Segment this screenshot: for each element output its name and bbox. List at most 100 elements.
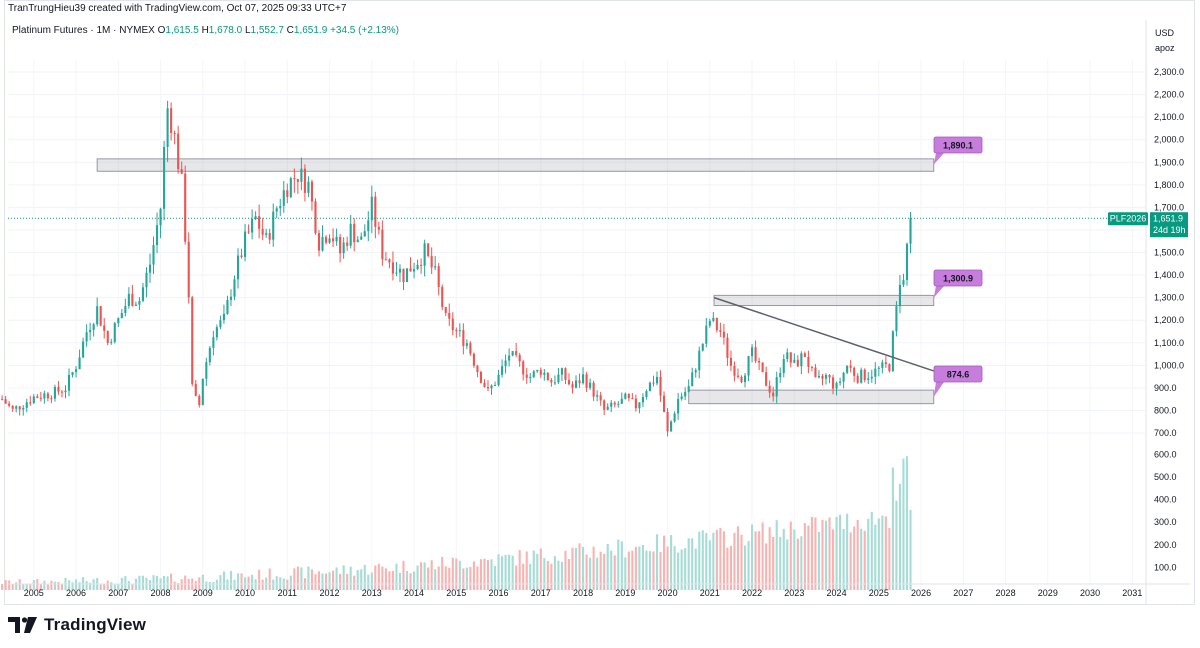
candle-body	[874, 368, 877, 377]
callout-box	[933, 136, 983, 154]
candle	[652, 375, 655, 387]
candle	[342, 237, 345, 259]
candle-body	[694, 370, 697, 373]
candle-body	[434, 266, 437, 268]
volume-bar	[138, 575, 141, 590]
y-tick-label: 800.0	[1154, 405, 1177, 415]
volume-bar	[550, 563, 553, 590]
candle-body	[155, 225, 159, 246]
candle	[1, 395, 4, 401]
candle-body	[620, 398, 623, 404]
candle-body	[85, 332, 88, 342]
volume-bar	[479, 559, 483, 590]
candle-body	[321, 236, 324, 251]
candle-body	[332, 238, 335, 242]
candle	[761, 362, 764, 373]
candle	[867, 372, 870, 384]
candle	[32, 394, 35, 404]
candle	[314, 198, 317, 235]
volume-bar	[610, 550, 613, 590]
candle	[666, 407, 669, 437]
volume-bar	[557, 560, 560, 590]
candle-body	[522, 361, 525, 375]
volume-bar	[11, 583, 14, 590]
candle	[141, 282, 145, 303]
volume-bar	[395, 563, 398, 590]
volume-bar	[455, 558, 458, 590]
candle-body	[405, 268, 409, 283]
volume-bar	[349, 566, 352, 590]
volume-bar	[286, 579, 289, 590]
volume-bar	[381, 566, 384, 590]
volume-bar	[50, 580, 53, 590]
volume-bar	[293, 568, 296, 590]
candle-body	[860, 369, 863, 383]
candle	[106, 330, 109, 346]
candle	[145, 267, 148, 298]
chart-frame	[4, 0, 1195, 605]
candle-body	[289, 178, 292, 197]
volume-bar	[163, 575, 166, 590]
candle-body	[374, 196, 377, 227]
candle	[423, 239, 426, 277]
candle	[120, 309, 123, 319]
candle	[265, 228, 268, 238]
candle-body	[282, 190, 285, 206]
candle-body	[258, 216, 261, 229]
candle	[722, 323, 725, 345]
candle-body	[275, 208, 278, 212]
volume-bar	[444, 566, 447, 590]
candle	[638, 402, 641, 414]
callout-label: 1,890.1	[943, 141, 973, 151]
candle	[444, 307, 447, 316]
volume-bar	[680, 549, 683, 590]
volume-bar	[307, 566, 310, 590]
candle	[127, 287, 130, 309]
volume-bar	[310, 569, 314, 590]
candle-body	[173, 133, 176, 135]
x-tick-label: 2025	[869, 588, 889, 598]
volume-bar	[853, 526, 856, 590]
candle	[634, 394, 637, 412]
candle-body	[395, 272, 398, 274]
candle	[831, 374, 835, 395]
candle-body	[881, 362, 884, 368]
candle-body	[342, 242, 345, 254]
tradingview-logo[interactable]: TradingView	[8, 615, 146, 635]
candle	[863, 368, 866, 383]
candle-body	[39, 397, 42, 399]
candle-body	[18, 406, 21, 410]
candle-body	[726, 337, 729, 358]
symbol-exchange: NYMEX	[119, 25, 155, 36]
symbol-name[interactable]: Platinum Futures	[12, 25, 88, 36]
candle	[701, 343, 704, 352]
candle	[356, 236, 359, 243]
volume-bar	[662, 535, 666, 590]
candle-body	[483, 382, 486, 387]
candle	[57, 381, 60, 395]
candle-body	[677, 399, 680, 414]
candle	[779, 367, 782, 383]
volume-bar	[43, 580, 46, 590]
candle-body	[800, 353, 803, 367]
volume-bar	[779, 537, 782, 590]
volume-bar	[434, 569, 437, 590]
candle	[92, 322, 95, 337]
volume-bar	[518, 550, 521, 590]
candle	[687, 379, 690, 393]
candle-body	[895, 306, 898, 332]
volume-bar	[486, 560, 490, 590]
candle	[670, 420, 673, 432]
x-tick-label: 2020	[658, 588, 678, 598]
candle-body	[22, 407, 25, 410]
candle-body	[377, 226, 380, 230]
symbol-interval[interactable]: 1M	[96, 25, 111, 36]
support-zone	[688, 389, 935, 405]
candle	[673, 411, 676, 423]
callout-label: 1,300.9	[943, 274, 973, 284]
volume-bar	[761, 522, 764, 590]
candle	[138, 297, 141, 311]
candle-body	[599, 395, 602, 401]
volume-bar	[4, 580, 7, 590]
